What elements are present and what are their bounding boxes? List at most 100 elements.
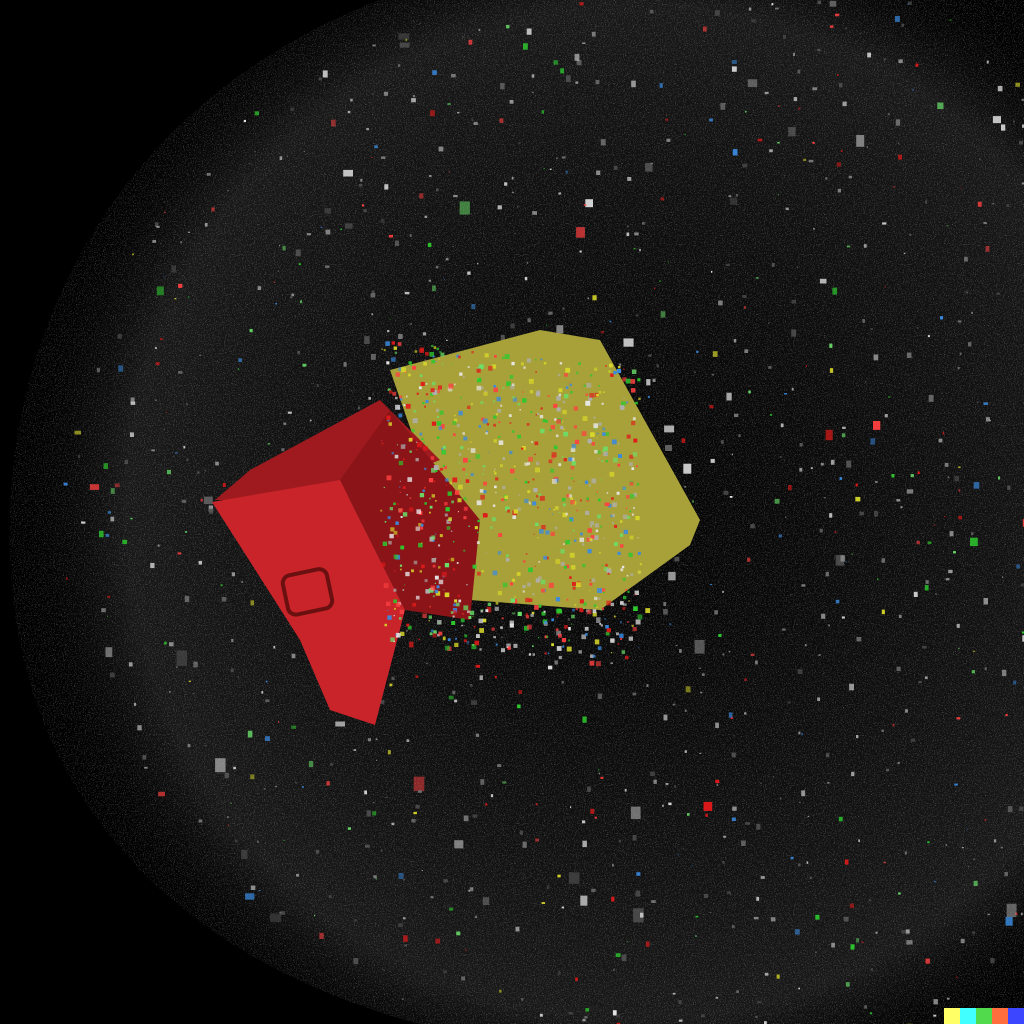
particle xyxy=(504,354,510,359)
particle xyxy=(553,403,558,408)
particle xyxy=(653,779,657,784)
particle xyxy=(566,646,572,652)
particle xyxy=(178,283,183,288)
particle xyxy=(849,903,854,909)
particle xyxy=(623,595,627,600)
particle xyxy=(570,497,574,501)
particle xyxy=(124,459,128,465)
particle xyxy=(745,110,747,113)
particle xyxy=(450,611,454,614)
particle xyxy=(406,494,408,496)
particle xyxy=(283,839,285,841)
particle xyxy=(432,633,437,638)
particle xyxy=(587,438,592,444)
particle xyxy=(569,576,572,579)
particle xyxy=(804,644,807,647)
particle xyxy=(63,482,68,486)
particle xyxy=(96,367,100,373)
particle xyxy=(718,634,722,637)
signature-swatch xyxy=(976,1008,992,1024)
particle xyxy=(493,415,497,419)
particle xyxy=(497,591,502,596)
particle xyxy=(151,449,155,452)
particle xyxy=(625,507,628,509)
particle xyxy=(633,438,638,443)
particle xyxy=(532,501,537,506)
particle xyxy=(598,458,600,460)
particle xyxy=(925,580,929,584)
particle xyxy=(562,307,565,310)
particle xyxy=(133,702,137,706)
particle xyxy=(535,578,540,583)
particle xyxy=(403,878,405,881)
particle xyxy=(572,582,576,586)
particle xyxy=(527,582,531,587)
particle xyxy=(180,241,183,244)
particle xyxy=(425,400,429,404)
particle xyxy=(550,425,555,430)
particle xyxy=(534,605,539,610)
particle xyxy=(514,478,517,481)
particle xyxy=(977,201,982,207)
particle xyxy=(597,514,601,519)
particle xyxy=(605,460,608,463)
particle xyxy=(654,287,656,290)
particle xyxy=(809,876,812,880)
particle xyxy=(395,396,398,400)
particle xyxy=(287,411,292,414)
particle xyxy=(622,377,627,382)
particle xyxy=(402,917,406,920)
particle xyxy=(616,632,619,636)
particle xyxy=(620,637,623,640)
particle xyxy=(699,752,702,754)
particle xyxy=(799,467,803,472)
particle xyxy=(406,739,410,742)
particle xyxy=(391,676,395,681)
particle xyxy=(628,600,630,602)
particle xyxy=(636,872,641,876)
particle xyxy=(158,791,165,797)
particle xyxy=(463,497,467,501)
particle xyxy=(633,247,636,250)
particle xyxy=(499,118,504,123)
particle xyxy=(935,593,937,595)
particle xyxy=(755,277,759,279)
particle xyxy=(594,639,600,645)
particle xyxy=(451,621,456,625)
particle xyxy=(881,609,885,615)
particle xyxy=(554,418,557,421)
particle xyxy=(421,519,425,523)
particle xyxy=(446,339,448,341)
particle xyxy=(448,559,450,561)
particle xyxy=(447,102,451,106)
particle xyxy=(660,311,666,318)
particle xyxy=(593,416,596,419)
particle xyxy=(801,733,804,736)
particle xyxy=(398,460,404,466)
particle xyxy=(258,654,260,656)
particle xyxy=(801,790,806,797)
particle xyxy=(405,403,411,409)
particle xyxy=(297,350,300,354)
particle xyxy=(718,300,723,306)
particle xyxy=(241,849,248,859)
particle xyxy=(581,634,587,640)
particle xyxy=(497,551,502,555)
particle xyxy=(869,1012,873,1015)
particle xyxy=(452,482,454,484)
particle xyxy=(573,406,578,411)
particle xyxy=(528,501,531,504)
particle xyxy=(508,509,510,512)
particle xyxy=(905,929,910,934)
particle xyxy=(612,522,614,524)
particle xyxy=(915,63,919,67)
particle xyxy=(768,322,770,324)
particle xyxy=(254,111,259,116)
particle xyxy=(780,423,784,428)
particle xyxy=(790,856,794,860)
particle xyxy=(521,447,524,450)
particle xyxy=(744,678,747,681)
particle xyxy=(441,572,447,577)
particle xyxy=(808,159,814,163)
particle xyxy=(875,481,878,484)
